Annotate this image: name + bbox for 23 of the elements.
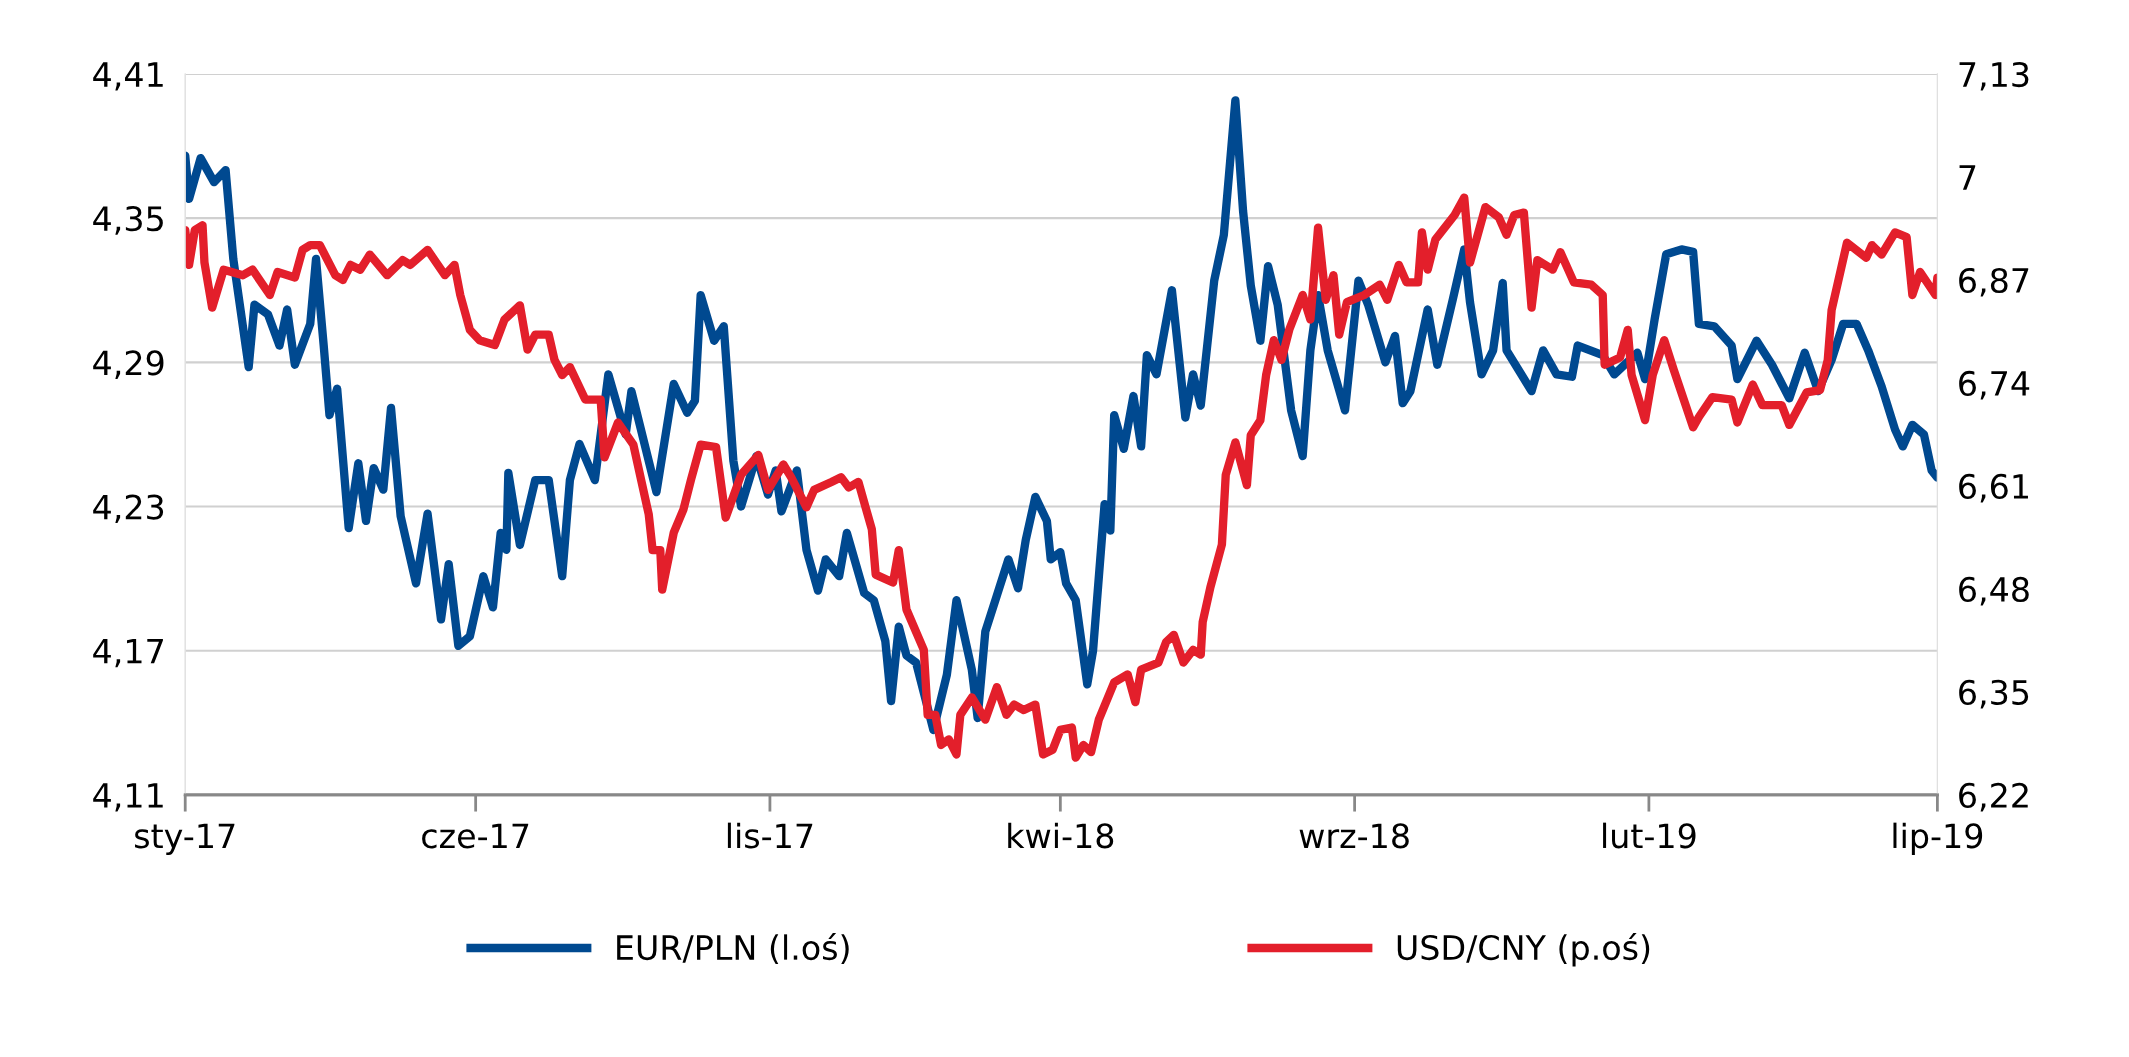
y2-tick-label: 6,87	[1959, 267, 2029, 297]
y2-tick-label: 7	[1959, 165, 1976, 190]
y-tick-label: 4,17	[93, 639, 163, 668]
y-tick-label: 4,23	[93, 494, 164, 524]
x-tick-label: cze-17	[422, 823, 529, 849]
x-tick-label: lut-19	[1603, 822, 1696, 849]
y2-tick-label: 6,74	[1959, 370, 2030, 400]
x-tick-label: lip-19	[1893, 822, 1983, 855]
y2-tick-label: 6,61	[1959, 473, 2028, 503]
legend-label: USD/CNY (p.oś)	[1397, 933, 1650, 967]
y-tick-label: 4,29	[93, 350, 164, 379]
x-tick-label: sty-17	[135, 823, 235, 855]
y-tick-label: 4,11	[93, 783, 163, 812]
y-tick-label: 4,41	[93, 62, 163, 91]
y2-tick-label: 6,48	[1959, 576, 2029, 606]
y2-tick-label: 6,22	[1959, 782, 2028, 812]
y-tick-label: 4,35	[93, 206, 163, 235]
x-tick-label: lis-17	[727, 822, 813, 849]
y2-tick-label: 7,13	[1959, 61, 2029, 91]
x-tick-label: kwi-18	[1008, 822, 1114, 849]
x-tick-label: wrz-18	[1299, 823, 1409, 849]
y2-tick-label: 6,35	[1959, 679, 2029, 709]
legend-label: EUR/PLN (l.oś)	[617, 933, 849, 965]
